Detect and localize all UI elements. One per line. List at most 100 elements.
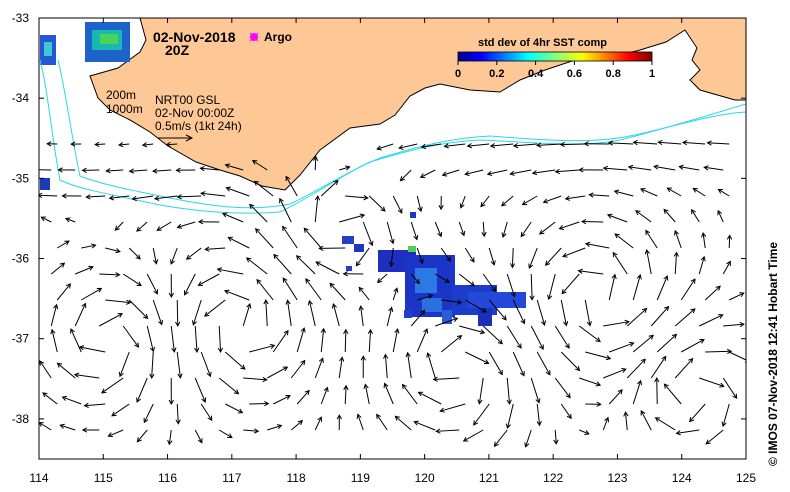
current-vector xyxy=(656,333,678,353)
current-vector xyxy=(57,167,76,173)
current-vector xyxy=(562,247,586,258)
current-vector xyxy=(136,221,148,232)
current-vector xyxy=(131,195,154,202)
x-tick-label: 117 xyxy=(222,471,241,485)
x-tick-label: 119 xyxy=(351,471,370,485)
current-vector xyxy=(579,377,602,387)
current-vector xyxy=(416,195,423,213)
current-vector xyxy=(722,377,738,400)
colorbar-legend: std dev of 4hr SST comp 0 0.2 0.4 0.6 0.8 1 xyxy=(455,37,655,80)
current-vector xyxy=(654,417,676,431)
current-vector xyxy=(417,294,434,301)
current-vector xyxy=(544,247,562,266)
current-vector xyxy=(65,217,76,223)
y-tick-label: -35 xyxy=(12,171,30,185)
current-vector xyxy=(203,299,226,317)
current-vector xyxy=(151,168,172,174)
current-vector xyxy=(466,143,490,149)
current-vector xyxy=(331,303,340,327)
sst-patch-northwest xyxy=(40,22,130,190)
current-vector xyxy=(530,377,541,404)
current-vector xyxy=(443,143,466,149)
current-vector xyxy=(170,247,178,265)
current-vector xyxy=(420,143,442,150)
current-vector xyxy=(315,261,340,275)
current-vector xyxy=(256,278,274,301)
current-vector xyxy=(105,299,132,305)
current-vector xyxy=(98,313,124,327)
current-vector xyxy=(114,221,124,231)
current-vector xyxy=(506,273,516,298)
current-vector xyxy=(56,240,70,249)
current-vector xyxy=(723,321,745,328)
current-vector xyxy=(185,247,202,260)
current-vector xyxy=(339,165,351,171)
current-vector xyxy=(560,351,581,372)
current-vector xyxy=(705,348,733,355)
current-vector xyxy=(251,159,268,171)
current-vector xyxy=(39,421,52,431)
current-vector xyxy=(701,231,707,249)
current-vector xyxy=(314,195,321,223)
current-vector xyxy=(438,195,444,211)
current-vector xyxy=(314,357,324,379)
y-tick-label: -34 xyxy=(12,91,30,105)
current-vector xyxy=(509,247,516,269)
current-vector xyxy=(118,351,130,378)
current-vector xyxy=(386,306,394,327)
current-vector xyxy=(61,395,82,405)
current-vector xyxy=(536,299,547,326)
current-vector xyxy=(285,175,298,197)
current-vector xyxy=(588,192,610,198)
colorbar-tick-label: 0.8 xyxy=(606,68,621,80)
current-vector xyxy=(726,234,733,249)
current-vector xyxy=(111,403,130,417)
x-tick-label: 121 xyxy=(479,471,499,485)
current-vector xyxy=(168,273,174,299)
current-vector xyxy=(721,403,730,428)
current-vector xyxy=(554,168,580,175)
current-vector xyxy=(386,221,395,245)
current-vector xyxy=(578,167,604,173)
current-vector xyxy=(464,169,484,177)
current-vector xyxy=(583,141,610,147)
current-vector xyxy=(279,197,292,223)
current-vector xyxy=(609,341,635,353)
current-vector xyxy=(175,167,196,173)
current-vector xyxy=(105,168,124,174)
current-vector xyxy=(691,208,700,223)
current-vector xyxy=(729,292,745,301)
current-vector xyxy=(554,377,571,399)
current-vector xyxy=(434,273,451,283)
isobath-200m xyxy=(39,59,746,214)
current-vector xyxy=(204,246,226,252)
current-vector xyxy=(168,377,174,406)
current-vector xyxy=(305,278,322,301)
current-vector xyxy=(632,379,643,405)
current-vector xyxy=(626,358,646,379)
current-vector xyxy=(464,247,475,263)
current-vector xyxy=(272,329,289,353)
current-vector xyxy=(512,351,525,377)
current-vector xyxy=(290,359,306,379)
current-vector xyxy=(122,325,140,348)
current-vector xyxy=(318,245,346,251)
current-vector xyxy=(536,403,542,427)
current-vector xyxy=(580,218,604,225)
current-vector xyxy=(176,194,202,200)
current-vector xyxy=(458,221,466,237)
current-vector xyxy=(538,221,556,235)
current-vector xyxy=(314,416,323,431)
current-vector xyxy=(107,429,124,438)
current-vector xyxy=(39,360,52,379)
current-vector xyxy=(493,429,508,448)
current-vector xyxy=(626,307,648,327)
current-vector xyxy=(285,299,292,327)
current-vector xyxy=(440,334,463,353)
current-vector xyxy=(692,187,706,197)
current-vector xyxy=(500,195,514,207)
current-vector xyxy=(295,255,316,275)
current-vector xyxy=(99,272,121,278)
colorbar-tick-label: 0.4 xyxy=(528,68,544,80)
current-vector xyxy=(146,325,156,353)
